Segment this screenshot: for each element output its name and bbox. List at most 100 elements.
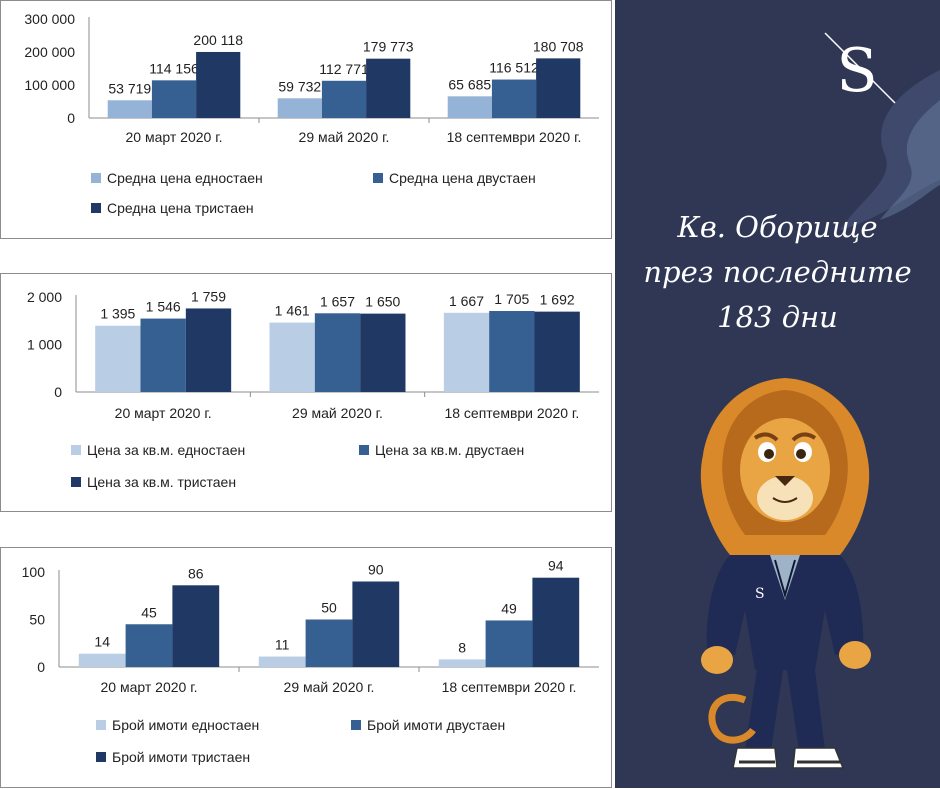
data-label: 14 <box>94 634 110 650</box>
data-label: 179 773 <box>363 39 414 55</box>
bar <box>305 619 353 667</box>
chart-panel-average-price: 0 100 000 200 000 300 000 20 март 2020 г. 29 … <box>0 0 612 239</box>
bar <box>536 58 581 118</box>
bar <box>172 585 220 667</box>
bar <box>269 322 315 392</box>
data-label: 50 <box>321 600 337 616</box>
data-label: 1 546 <box>146 299 181 315</box>
chart-listings-count: 0 50 100 20 март 2020 г. 29 май 2020 г. 18 се… <box>22 558 599 765</box>
chart-price-per-sqm: 0 1 000 2 000 20 март 2020 г. 29 май 2020 г.… <box>27 288 599 490</box>
y-tick-label: 100 <box>22 564 46 580</box>
sidebar-headline: Кв. Оборище през последните 183 дни <box>615 205 940 340</box>
chart-panel-listings-count: 0 50 100 20 март 2020 г. 29 май 2020 г. 18 се… <box>0 547 612 788</box>
x-category-label: 29 май 2020 г. <box>284 679 375 695</box>
legend-swatch <box>91 173 101 183</box>
data-label: 1 461 <box>275 303 310 319</box>
x-category-label: 20 март 2020 г. <box>126 129 223 145</box>
chart-average-price: 0 100 000 200 000 300 000 20 март 2020 г. 29 … <box>24 11 599 216</box>
bar <box>314 313 361 392</box>
brand-logo-letter: S <box>836 36 877 106</box>
data-label: 86 <box>188 565 204 581</box>
legend-swatch <box>71 445 81 455</box>
x-category-label: 20 март 2020 г. <box>115 405 212 421</box>
x-category-label: 18 септември 2020 г. <box>447 129 582 145</box>
legend-label: Средна цена едностаен <box>107 170 263 186</box>
legend-swatch <box>351 720 361 730</box>
bar <box>95 325 141 392</box>
y-tick-label: 2 000 <box>27 289 62 305</box>
bar <box>532 577 580 667</box>
data-label: 1 657 <box>320 293 355 309</box>
y-tick-label: 300 000 <box>24 11 75 27</box>
bar <box>438 659 486 667</box>
bar <box>491 79 537 118</box>
x-category-label: 29 май 2020 г. <box>299 129 390 145</box>
bar <box>352 581 400 667</box>
bar <box>489 311 535 392</box>
data-label: 1 650 <box>365 294 400 310</box>
bar <box>277 98 322 118</box>
bar <box>321 80 367 118</box>
legend-swatch <box>373 173 383 183</box>
data-label: 90 <box>368 562 384 578</box>
data-label: 1 395 <box>100 306 135 322</box>
headline-line-2: през последните <box>643 255 912 289</box>
bar <box>107 100 152 118</box>
bar <box>140 318 186 392</box>
bar <box>78 653 126 667</box>
bar <box>360 313 406 392</box>
legend-label: Средна цена двустаен <box>389 170 536 186</box>
legend-label: Брой имоти тристаен <box>112 749 250 765</box>
data-label: 114 156 <box>149 60 199 76</box>
legend-swatch <box>96 720 106 730</box>
legend-swatch <box>71 477 81 487</box>
y-tick-label: 50 <box>29 612 45 628</box>
x-category-label: 18 септември 2020 г. <box>444 405 579 421</box>
brand-logo-icon: S <box>824 32 896 106</box>
headline-line-3: 183 дни <box>717 300 838 334</box>
legend-swatch <box>96 752 106 762</box>
y-tick-label: 0 <box>67 110 75 126</box>
bar <box>443 312 490 392</box>
legend-label: Брой имоти двустаен <box>367 717 505 733</box>
data-label: 1 759 <box>191 288 226 304</box>
chart-panel-price-per-sqm: 0 1 000 2 000 20 март 2020 г. 29 май 2020 г.… <box>0 273 612 512</box>
legend-swatch <box>359 445 369 455</box>
legend-label: Средна цена тристаен <box>107 200 254 216</box>
y-tick-label: 1 000 <box>27 337 62 353</box>
legend-label: Цена за кв.м. двустаен <box>375 442 524 458</box>
data-label: 1 667 <box>449 293 484 309</box>
smoke-wisp-decoration <box>840 70 940 230</box>
bar <box>185 308 232 392</box>
data-label: 49 <box>501 600 517 616</box>
x-category-label: 29 май 2020 г. <box>292 405 383 421</box>
bar <box>485 620 533 667</box>
lion-mascot-icon: S <box>700 378 871 769</box>
bar <box>125 624 173 667</box>
info-sidebar: S Кв. Оборище през последните 183 дни S <box>615 0 940 788</box>
y-tick-label: 0 <box>37 659 45 675</box>
data-label: 200 118 <box>193 32 243 48</box>
bar <box>196 51 241 118</box>
data-label: 45 <box>141 604 157 620</box>
data-label: 59 732 <box>278 78 321 94</box>
data-label: 11 <box>275 637 290 653</box>
bar <box>447 96 492 118</box>
data-label: 53 719 <box>108 80 151 96</box>
data-label: 1 692 <box>540 292 575 308</box>
data-label: 112 771 <box>319 61 369 77</box>
legend-label: Цена за кв.м. едностаен <box>87 442 245 458</box>
data-label: 94 <box>548 558 564 574</box>
data-label: 65 685 <box>448 76 491 92</box>
headline-line-1: Кв. Оборище <box>677 210 878 244</box>
data-label: 8 <box>458 639 466 655</box>
legend-label: Брой имоти едностаен <box>112 717 259 733</box>
y-tick-label: 100 000 <box>24 77 75 93</box>
data-label: 116 512 <box>489 60 539 76</box>
bar <box>151 80 197 118</box>
y-tick-label: 200 000 <box>24 44 75 60</box>
bar <box>534 311 580 392</box>
suit-badge-letter: S <box>755 586 765 602</box>
y-tick-label: 0 <box>54 384 62 400</box>
data-label: 1 705 <box>494 291 529 307</box>
